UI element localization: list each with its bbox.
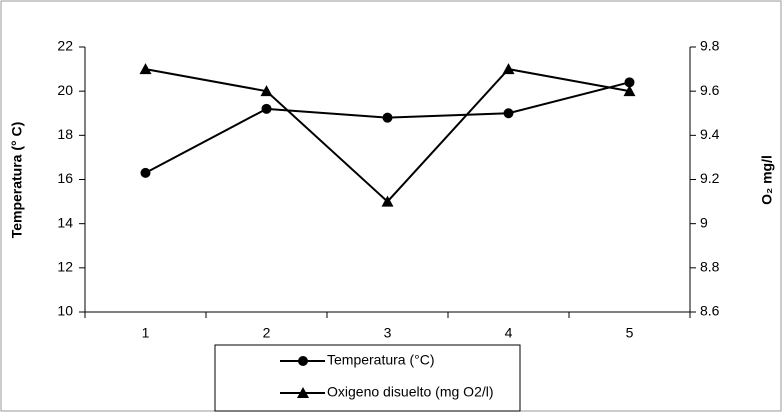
data-point bbox=[140, 167, 151, 178]
y2-tick-label: 9.8 bbox=[700, 38, 720, 54]
x-tick-label: 5 bbox=[626, 325, 634, 341]
y2-tick-label: 8.8 bbox=[700, 259, 720, 275]
y-axis-label: Temperatura (° C) bbox=[9, 122, 25, 239]
y2-tick-label: 9.2 bbox=[700, 170, 720, 186]
data-point bbox=[260, 85, 273, 97]
x-tick-label: 1 bbox=[142, 325, 150, 341]
y2-tick-label: 9.4 bbox=[700, 126, 720, 142]
x-tick-label: 2 bbox=[263, 325, 271, 341]
legend-label: Temperatura (°C) bbox=[327, 352, 435, 368]
legend-label: Oxigeno disuelto (mg O2/l) bbox=[327, 384, 494, 400]
y-tick-label: 20 bbox=[57, 82, 73, 98]
y-tick-label: 18 bbox=[57, 126, 73, 142]
y-tick-label: 14 bbox=[57, 214, 73, 230]
y-tick-label: 22 bbox=[57, 38, 73, 54]
x-tick-label: 4 bbox=[505, 325, 513, 341]
data-point bbox=[502, 63, 515, 75]
y2-tick-label: 9 bbox=[700, 214, 708, 230]
data-point bbox=[623, 85, 636, 97]
legend-marker bbox=[297, 387, 309, 398]
series-line bbox=[145, 81, 630, 174]
data-point bbox=[382, 112, 393, 123]
data-point bbox=[624, 77, 635, 88]
legend-marker bbox=[298, 356, 308, 366]
y-tick-label: 10 bbox=[57, 303, 73, 319]
y-tick-label: 12 bbox=[57, 259, 73, 275]
data-point bbox=[503, 108, 514, 119]
y-tick-label: 16 bbox=[57, 170, 73, 186]
y2-axis-label: O₂ mg/l bbox=[759, 155, 775, 205]
y2-tick-label: 8.6 bbox=[700, 303, 720, 319]
data-point bbox=[381, 195, 394, 207]
legend bbox=[214, 344, 521, 412]
data-point bbox=[261, 103, 272, 114]
x-tick-label: 3 bbox=[384, 325, 392, 341]
y2-tick-label: 9.6 bbox=[700, 82, 720, 98]
data-point bbox=[139, 63, 152, 75]
